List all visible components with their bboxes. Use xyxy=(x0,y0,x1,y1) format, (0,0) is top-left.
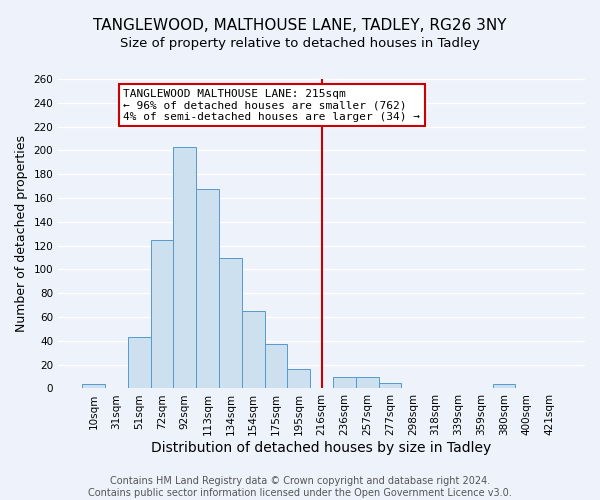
Bar xyxy=(196,188,219,388)
Bar xyxy=(151,240,173,388)
Text: TANGLEWOOD MALTHOUSE LANE: 215sqm
← 96% of detached houses are smaller (762)
4% : TANGLEWOOD MALTHOUSE LANE: 215sqm ← 96% … xyxy=(123,88,420,122)
Text: Size of property relative to detached houses in Tadley: Size of property relative to detached ho… xyxy=(120,38,480,51)
Bar xyxy=(493,384,515,388)
Bar xyxy=(219,258,242,388)
Bar xyxy=(333,376,356,388)
Bar xyxy=(287,370,310,388)
Bar xyxy=(242,311,265,388)
Bar xyxy=(356,376,379,388)
Bar xyxy=(128,338,151,388)
Y-axis label: Number of detached properties: Number of detached properties xyxy=(15,135,28,332)
Bar xyxy=(265,344,287,389)
Text: Contains HM Land Registry data © Crown copyright and database right 2024.
Contai: Contains HM Land Registry data © Crown c… xyxy=(88,476,512,498)
Bar xyxy=(379,382,401,388)
Bar xyxy=(82,384,105,388)
X-axis label: Distribution of detached houses by size in Tadley: Distribution of detached houses by size … xyxy=(151,441,492,455)
Text: TANGLEWOOD, MALTHOUSE LANE, TADLEY, RG26 3NY: TANGLEWOOD, MALTHOUSE LANE, TADLEY, RG26… xyxy=(93,18,507,32)
Bar xyxy=(173,147,196,388)
